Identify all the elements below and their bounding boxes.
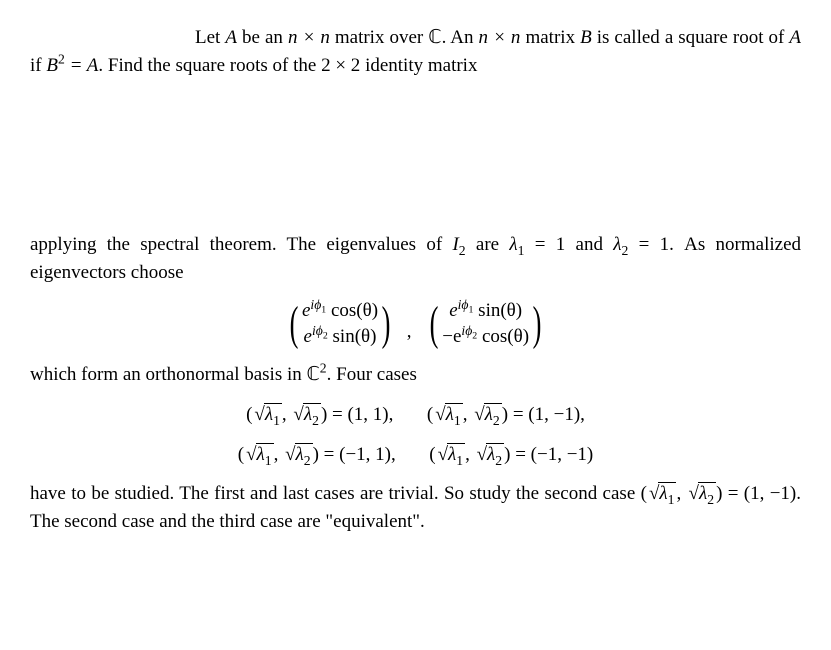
text: = 1 [628, 234, 669, 255]
math-B: B [46, 55, 58, 76]
text: Let [195, 27, 225, 48]
cases-line-1: (λ1, λ2) = (1, 1), (λ1, λ2) = (1, −1), [30, 401, 801, 429]
text: . An [442, 27, 479, 48]
math-nxn: n × n [288, 27, 330, 48]
text: = 1 [524, 234, 565, 255]
eigenvector-matrices: ( eiϕ1 cos(θ) eiϕ2 sin(θ) ) , ( eiϕ1 sin… [30, 298, 801, 349]
math-C: ℂ [428, 27, 441, 48]
math-C: ℂ [307, 364, 320, 385]
exp-2: 2 [58, 51, 65, 66]
case-1: (1, 1), [347, 404, 393, 425]
math-B: B [580, 27, 592, 48]
matrix-separator: , [407, 318, 412, 346]
math-2x2: 2 × 2 [321, 55, 360, 76]
vertical-gap [30, 91, 801, 231]
sub-2: 2 [459, 243, 466, 258]
sqrt-icon: λ2 [687, 480, 717, 508]
text: and [565, 234, 613, 255]
text: identity matrix [360, 55, 477, 76]
sqrt-icon: λ2 [472, 401, 502, 429]
text: are [466, 234, 510, 255]
text: is called a square root of [592, 27, 790, 48]
sqrt-icon: λ2 [291, 401, 321, 429]
matrix-2: ( eiϕ1 sin(θ) −eiϕ2 cos(θ) ) [426, 298, 545, 349]
text: have to be studied. The first and last c… [30, 483, 641, 504]
case-3: (−1, 1), [339, 444, 396, 465]
matrix-1: ( eiϕ1 cos(θ) eiϕ2 sin(θ) ) [286, 298, 394, 349]
exp-2: 2 [320, 361, 327, 376]
text: if [30, 55, 46, 76]
sqrt-icon: λ2 [475, 441, 505, 469]
text: matrix over [330, 27, 428, 48]
cases-line-2: (λ1, λ2) = (−1, 1), (λ1, λ2) = (−1, −1) [30, 441, 801, 469]
sqrt-icon: λ1 [433, 401, 463, 429]
math-nxn: n × n [479, 27, 521, 48]
sqrt-icon: λ1 [244, 441, 274, 469]
sqrt-icon: λ2 [283, 441, 313, 469]
paragraph-problem: Let A be an n × n matrix over ℂ. An n × … [30, 24, 801, 79]
paragraph-conclusion: have to be studied. The first and last c… [30, 480, 801, 535]
text: . Four cases [327, 364, 417, 385]
math-A: A [789, 27, 801, 48]
sqrt-icon: λ1 [647, 480, 677, 508]
sqrt-icon: λ1 [252, 401, 282, 429]
text: which form an orthonormal basis in [30, 364, 307, 385]
paragraph-spectral: applying the spectral theorem. The eigen… [30, 231, 801, 286]
text: applying the spectral theorem. The eigen… [30, 234, 452, 255]
math-eqA: = A [65, 55, 99, 76]
text: matrix [520, 27, 580, 48]
math-lambda: λ [509, 234, 517, 255]
text: . Find the square roots of the [98, 55, 321, 76]
math-A: A [225, 27, 237, 48]
case-2: (1, −1), [528, 404, 585, 425]
text: be an [237, 27, 288, 48]
sqrt-icon: λ1 [436, 441, 466, 469]
case-4: (−1, −1) [531, 444, 594, 465]
paragraph-basis: which form an orthonormal basis in ℂ2. F… [30, 361, 801, 389]
